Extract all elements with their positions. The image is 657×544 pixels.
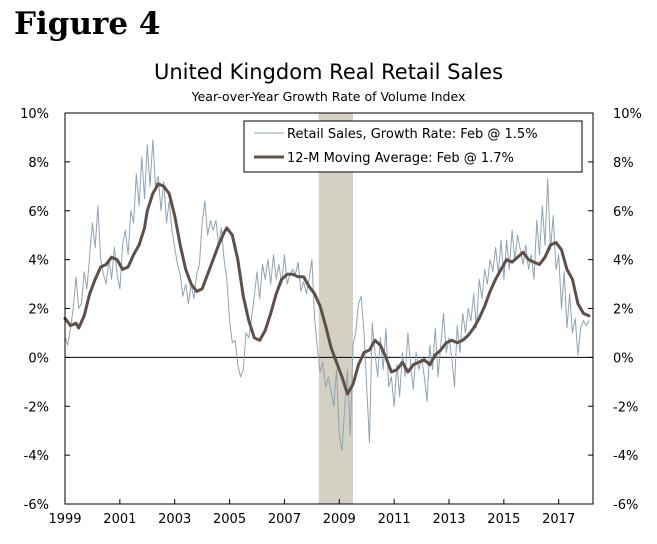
x-tick-label: 2003 bbox=[158, 512, 191, 527]
x-tick-label: 2001 bbox=[103, 512, 136, 527]
x-tick-label: 2009 bbox=[323, 512, 356, 527]
y-tick-label-left: -2% bbox=[24, 400, 49, 415]
y-tick-label-right: -4% bbox=[613, 449, 638, 464]
y-tick-label-left: 8% bbox=[28, 156, 49, 171]
x-tick-label: 2017 bbox=[542, 512, 575, 527]
y-tick-label-right: -6% bbox=[613, 498, 638, 513]
recession-band bbox=[318, 113, 353, 504]
x-tick-label: 2007 bbox=[268, 512, 301, 527]
legend: Retail Sales, Growth Rate: Feb @ 1.5% 12… bbox=[243, 120, 583, 173]
series-line-retail-sales bbox=[64, 139, 590, 451]
series-line-moving-average bbox=[63, 182, 591, 396]
series-lines bbox=[63, 139, 591, 451]
y-tick-label-left: 4% bbox=[28, 254, 49, 269]
x-tick-label: 2013 bbox=[432, 512, 465, 527]
x-tick-label: 2015 bbox=[487, 512, 520, 527]
axis-ticks: 10% 10% 8% 8% 6% 6% 4% 4% 2% 2% 0% 0% -2% -2% -4% -4% -6… bbox=[20, 107, 642, 527]
legend-box bbox=[243, 120, 583, 173]
y-tick-label-left: 6% bbox=[28, 205, 49, 220]
y-tick-label-left: -6% bbox=[24, 498, 49, 513]
y-tick-label-right: -2% bbox=[613, 400, 638, 415]
figure-label: Figure 4 bbox=[14, 6, 161, 42]
chart-subtitle: Year-over-Year Growth Rate of Volume Ind… bbox=[191, 89, 466, 104]
y-tick-label-left: -4% bbox=[24, 449, 49, 464]
y-tick-label-right: 8% bbox=[613, 156, 634, 171]
x-tick-label: 1999 bbox=[48, 512, 81, 527]
y-tick-label-right: 0% bbox=[613, 351, 634, 366]
x-tick-label: 2011 bbox=[378, 512, 411, 527]
legend-label-moving-average: 12-M Moving Average: Feb @ 1.7% bbox=[287, 151, 514, 166]
y-tick-label-left: 2% bbox=[28, 303, 49, 318]
y-tick-label-left: 0% bbox=[28, 351, 49, 366]
y-tick-label-right: 2% bbox=[613, 303, 634, 318]
y-tick-label-right: 6% bbox=[613, 205, 634, 220]
y-tick-label-right: 10% bbox=[613, 107, 642, 122]
y-tick-label-left: 10% bbox=[20, 107, 49, 122]
chart-title: United Kingdom Real Retail Sales bbox=[153, 60, 504, 84]
y-tick-label-right: 4% bbox=[613, 254, 634, 269]
legend-label-retail-sales: Retail Sales, Growth Rate: Feb @ 1.5% bbox=[287, 127, 538, 142]
x-tick-label: 2005 bbox=[213, 512, 246, 527]
